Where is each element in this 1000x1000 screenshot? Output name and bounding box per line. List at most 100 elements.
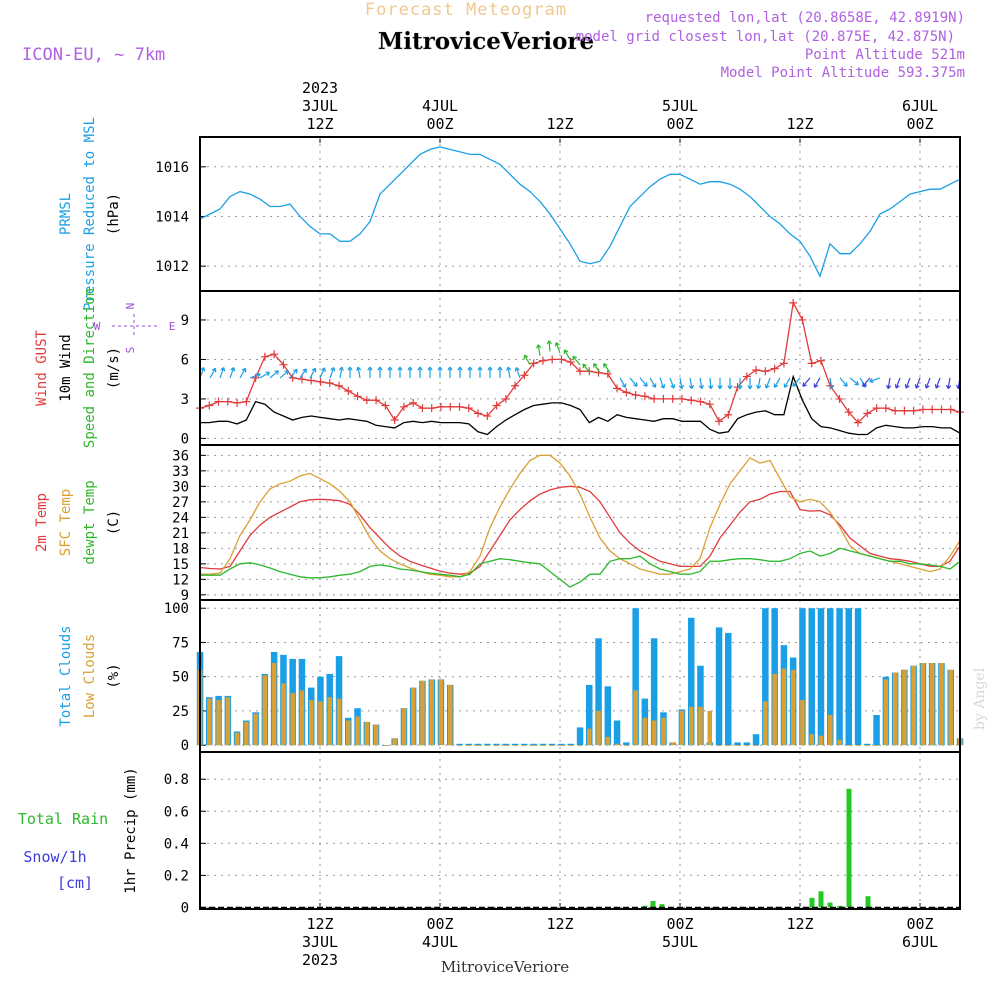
gust-marker xyxy=(705,400,714,409)
clouds-bar xyxy=(854,608,862,746)
top-time-label: 5JUL xyxy=(662,97,698,115)
wind-arrow xyxy=(457,366,463,378)
clouds-bar xyxy=(613,720,621,746)
gust-marker xyxy=(483,412,492,421)
clouds-bar xyxy=(474,743,482,746)
clouds-bar xyxy=(864,743,871,746)
clouds-bar xyxy=(401,708,407,746)
precipitation-bar xyxy=(818,891,824,908)
wind-arrow xyxy=(783,377,791,388)
bottom-time-label: 00Z xyxy=(426,915,453,933)
clouds-bar xyxy=(392,738,397,746)
clouds-bar xyxy=(567,743,574,746)
clouds-bar xyxy=(817,608,825,746)
clouds-bar xyxy=(559,745,564,746)
clouds-bar xyxy=(688,617,695,746)
wind-axis-label: Speed and Direction xyxy=(82,288,98,448)
clouds-bar xyxy=(679,710,685,746)
clouds-bar xyxy=(707,710,712,746)
wind-axis-label: (m/s) xyxy=(106,347,122,389)
wind-arrow xyxy=(377,366,383,378)
gust-marker xyxy=(622,388,631,397)
gust-marker xyxy=(696,397,705,406)
gust-marker xyxy=(881,404,890,413)
gust-marker xyxy=(390,415,399,424)
gust-marker xyxy=(798,315,807,324)
clouds-ytick-label: 100 xyxy=(164,601,189,617)
wind-arrow xyxy=(437,366,443,378)
clouds-bar xyxy=(902,669,907,746)
clouds-bar xyxy=(530,743,537,746)
temperature-ytick-label: 36 xyxy=(172,448,189,464)
gust-marker xyxy=(872,404,881,413)
clouds-bar xyxy=(827,608,834,746)
temperature-ytick-label: 15 xyxy=(172,557,189,573)
gust-marker xyxy=(409,398,418,407)
clouds-bar xyxy=(234,732,240,746)
wind-axis-label: 10m Wind xyxy=(58,334,74,401)
gust-marker xyxy=(576,367,584,376)
gust-marker xyxy=(511,381,520,390)
wind-arrow xyxy=(269,370,279,379)
wind-ytick-label: 6 xyxy=(181,352,189,368)
wind-arrow xyxy=(924,377,931,389)
gust-marker xyxy=(557,355,566,364)
panel-pressure: 1012 1014 1016 PRMSL Pressure Reduced to MSL… xyxy=(58,117,961,311)
clouds-bar xyxy=(494,745,499,746)
clouds-ytick-label: 50 xyxy=(172,670,189,686)
clouds-bar xyxy=(846,745,851,746)
gust-marker xyxy=(937,405,946,414)
temperature-ytick-label: 21 xyxy=(172,526,189,542)
wind-arrows xyxy=(199,340,962,390)
clouds-bar xyxy=(633,690,638,746)
clouds-bar xyxy=(318,701,323,746)
wind-arrow xyxy=(387,366,393,378)
footer-location: MitroviceVeriore xyxy=(441,958,569,976)
clouds-bar xyxy=(262,675,268,746)
gust-marker xyxy=(603,369,612,378)
gust-marker xyxy=(640,392,649,401)
gust-marker xyxy=(909,406,918,415)
panel-wind: 0 3 6 9 Wind GUST 10m Wind Speed and Direction… xyxy=(34,288,964,448)
gust-marker xyxy=(900,406,909,415)
clouds-bar xyxy=(438,679,444,746)
wind-arrow xyxy=(813,377,821,388)
clouds-bar xyxy=(743,742,751,746)
wind-arrow xyxy=(249,372,261,379)
clouds-bar xyxy=(595,638,602,746)
clouds-bar xyxy=(281,683,286,746)
gust-marker xyxy=(372,396,381,405)
clouds-bar xyxy=(799,608,806,746)
clouds-axis-label: Low Clouds xyxy=(82,634,98,718)
clouds-bar xyxy=(558,743,565,746)
top-time-label: 12Z xyxy=(306,115,333,133)
wind-arrow xyxy=(764,377,771,389)
clouds-bar xyxy=(420,680,425,746)
clouds-bar xyxy=(410,687,416,746)
wind-arrow xyxy=(209,367,217,379)
clouds-bar xyxy=(818,735,824,746)
temperature-ytick-label: 27 xyxy=(172,495,189,511)
clouds-bar xyxy=(874,745,879,746)
gust-marker xyxy=(548,355,557,364)
precipitation-bar xyxy=(865,896,871,908)
wind-arrow xyxy=(737,377,743,390)
wind-arrow xyxy=(239,367,247,379)
gust-marker xyxy=(427,404,436,413)
location-title: MitroviceVeriore xyxy=(378,28,594,55)
clouds-bar xyxy=(383,745,388,746)
wind-arrow xyxy=(869,377,881,384)
clouds-bar xyxy=(336,698,342,746)
clouds-bar xyxy=(568,745,573,746)
clouds-bar xyxy=(576,727,584,746)
temperature-series-2 xyxy=(200,547,961,588)
precipitation-bar xyxy=(642,905,648,908)
pressure-axis-label: PRMSL xyxy=(58,193,74,235)
wind-arrow xyxy=(367,366,373,378)
clouds-bar xyxy=(753,745,759,746)
wind-arrow xyxy=(259,371,271,379)
clouds-bar xyxy=(225,697,231,746)
wind-arrow xyxy=(417,366,423,378)
